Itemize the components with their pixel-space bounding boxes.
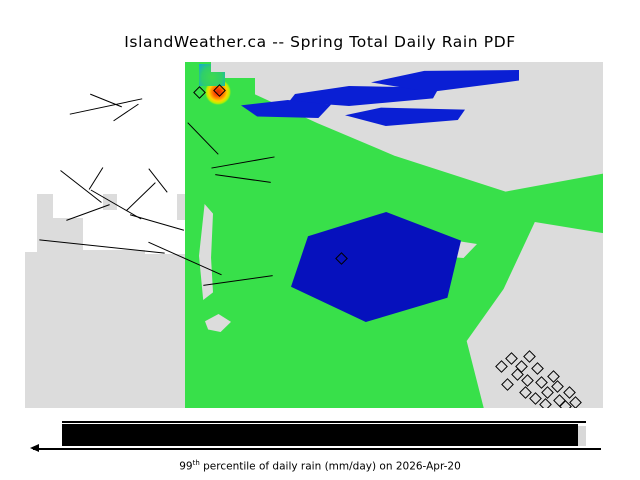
caption: 99th percentile of daily rain (mm/day) o… — [0, 459, 640, 473]
colorbar[interactable] — [25, 418, 615, 456]
land-mask-west-point — [205, 314, 231, 332]
map-panel[interactable] — [25, 62, 603, 408]
colorbar-axis-line — [33, 448, 601, 450]
water-channel-georgia — [289, 86, 439, 106]
colorbar-overflow-swatch — [578, 426, 586, 446]
white-background-wedge-top — [25, 62, 185, 194]
caption-date: 2026-Apr-20 — [395, 460, 461, 473]
rainfall-raster — [185, 62, 603, 408]
land-mask-west-coast-fringe — [199, 204, 213, 300]
land-mask-north-bay — [211, 62, 233, 72]
white-background-wedge-mid — [25, 194, 37, 252]
colorbar-arrow-icon — [30, 444, 39, 452]
page-title: IslandWeather.ca -- Spring Total Daily R… — [124, 33, 516, 51]
colorbar-top-line — [62, 421, 586, 423]
water-channel-inlet-a — [345, 107, 465, 126]
colorbar-bar[interactable] — [62, 424, 578, 446]
caption-text: percentile of daily rain (mm/day) on — [199, 460, 396, 473]
caption-percentile-suffix: th — [192, 459, 200, 467]
caption-percentile: 99 — [179, 460, 193, 473]
water-channel-johnstone — [241, 100, 331, 118]
